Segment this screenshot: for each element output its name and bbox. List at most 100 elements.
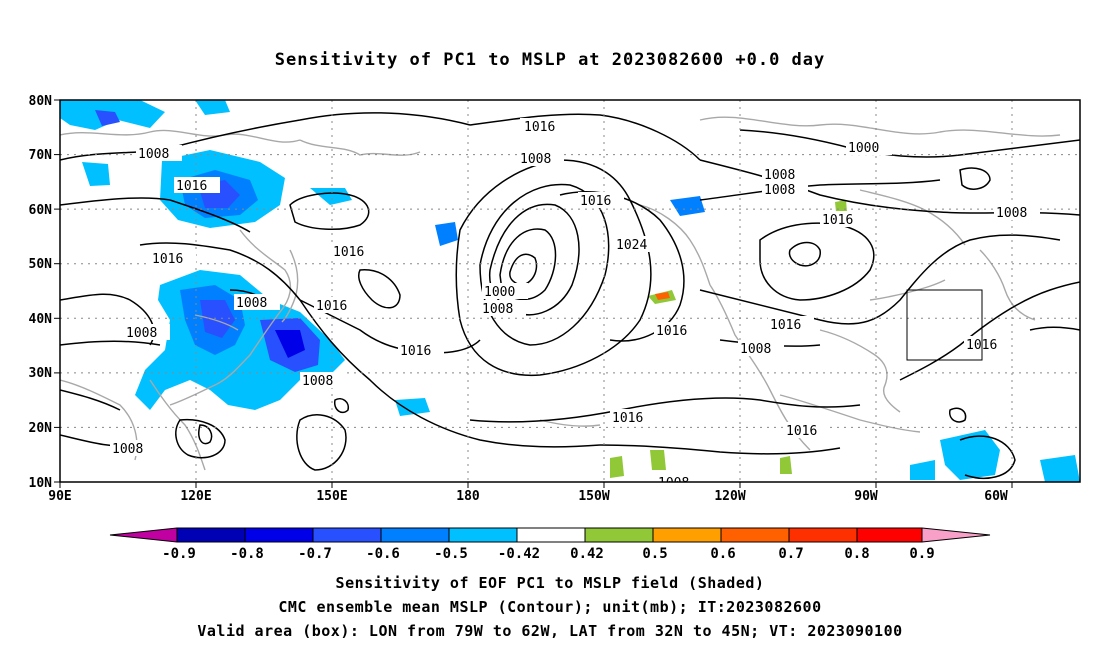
contour-label: 1008 bbox=[658, 476, 689, 491]
contour-label: 1016 bbox=[316, 299, 347, 314]
shade-blob bbox=[310, 188, 352, 205]
lon-label: 90E bbox=[48, 489, 71, 504]
lon-labels: 90E 120E 150E 180 150W 120W 90W 60W bbox=[48, 489, 1008, 504]
shade-blob bbox=[910, 460, 935, 480]
colorbar-segment bbox=[449, 528, 517, 542]
grid-lines bbox=[60, 100, 1080, 482]
caption-line-2: CMC ensemble mean MSLP (Contour); unit(m… bbox=[278, 598, 822, 616]
contour-label: 1000 bbox=[484, 285, 515, 300]
lat-label: 10N bbox=[29, 476, 53, 491]
shade-blob bbox=[650, 450, 666, 470]
shade-blob bbox=[1040, 455, 1080, 482]
valid-area-box bbox=[906, 289, 983, 361]
colorbar-segment bbox=[789, 528, 857, 542]
mslp-contours bbox=[60, 112, 1080, 479]
lat-label: 30N bbox=[29, 366, 53, 381]
map-content: 1016 1008 1016 1016 1016 1008 1008 1016 … bbox=[60, 100, 1080, 491]
colorbar-segment bbox=[110, 528, 177, 542]
contour-line bbox=[289, 192, 370, 231]
lat-label: 50N bbox=[29, 257, 53, 272]
contour-labels: 1016 1008 1016 1016 1016 1008 1008 1016 … bbox=[110, 118, 1040, 491]
contour-line bbox=[788, 241, 821, 267]
contour-line bbox=[899, 281, 1080, 381]
coastline bbox=[699, 116, 1061, 137]
contour-label: 1016 bbox=[612, 411, 643, 426]
shade-blob bbox=[395, 398, 430, 416]
shade-blob bbox=[82, 162, 110, 186]
contour-line bbox=[759, 222, 875, 301]
colorbar-label: -0.6 bbox=[366, 546, 400, 562]
contour-label: 1008 bbox=[138, 147, 169, 162]
coastline bbox=[979, 249, 1036, 321]
coastline bbox=[194, 314, 239, 331]
contour-label: 1016 bbox=[524, 120, 555, 135]
contour-label: 1008 bbox=[764, 168, 795, 183]
coastline bbox=[639, 204, 711, 286]
contour-line bbox=[699, 234, 1061, 325]
contour-line bbox=[175, 418, 226, 459]
contour-label: 1008 bbox=[764, 183, 795, 198]
colorbar-label: 0.42 bbox=[570, 546, 604, 562]
colorbar-label: 0.8 bbox=[844, 546, 869, 562]
contour-line bbox=[959, 435, 1016, 479]
contour-line bbox=[60, 389, 121, 411]
colorbar-label: -0.8 bbox=[230, 546, 264, 562]
contour-label: 1016 bbox=[333, 245, 364, 260]
caption-line-1: Sensitivity of EOF PC1 to MSLP field (Sh… bbox=[335, 574, 765, 592]
colorbar-label: 0.7 bbox=[778, 546, 803, 562]
contour-label: 1000 bbox=[848, 141, 879, 156]
lon-label: 90W bbox=[854, 489, 878, 504]
coastline bbox=[779, 394, 921, 433]
contour-label: 1008 bbox=[740, 342, 771, 357]
contour-line bbox=[60, 340, 161, 346]
colorbar-segment bbox=[177, 528, 245, 542]
shade-blob bbox=[95, 110, 120, 126]
lon-ticks bbox=[59, 482, 1013, 488]
lon-label: 60W bbox=[984, 489, 1008, 504]
contour-line bbox=[333, 398, 350, 414]
lon-label: 120E bbox=[180, 489, 211, 504]
contour-line bbox=[959, 167, 991, 190]
contour-line bbox=[469, 397, 861, 423]
lon-label: 150W bbox=[578, 489, 609, 504]
shade-blob bbox=[940, 430, 1000, 480]
colorbar-label: 0.6 bbox=[710, 546, 735, 562]
lat-label: 70N bbox=[29, 148, 53, 163]
shade-blob bbox=[655, 292, 670, 300]
coastline bbox=[869, 279, 946, 301]
contour-label: 1008 bbox=[126, 326, 157, 341]
colorbar-segment bbox=[381, 528, 449, 542]
contour-label: 1008 bbox=[302, 374, 333, 389]
shade-blob bbox=[610, 456, 624, 478]
contour-line bbox=[949, 407, 967, 423]
contour-label: 1008 bbox=[112, 442, 143, 457]
contour-line bbox=[479, 183, 610, 346]
contour-line bbox=[60, 197, 251, 233]
colorbar-labels: -0.9 -0.8 -0.7 -0.6 -0.5 -0.42 0.42 0.5 … bbox=[162, 546, 935, 562]
colorbar-label: -0.5 bbox=[434, 546, 468, 562]
contour-line bbox=[509, 253, 538, 286]
lat-labels: 80N 70N 60N 50N 40N 30N 20N 10N bbox=[29, 94, 53, 491]
colorbar: -0.9 -0.8 -0.7 -0.6 -0.5 -0.42 0.42 0.5 … bbox=[109, 527, 991, 562]
map-frame bbox=[59, 99, 1081, 483]
contour-label: 1016 bbox=[822, 213, 853, 228]
contour-line bbox=[139, 242, 601, 448]
contour-line bbox=[469, 113, 701, 161]
contour-label: 1024 bbox=[616, 238, 647, 253]
coastline bbox=[859, 189, 966, 246]
contour-label: 1008 bbox=[520, 152, 551, 167]
contour-line bbox=[358, 269, 401, 309]
contour-line bbox=[739, 129, 1080, 158]
lon-label: 150E bbox=[316, 489, 347, 504]
contour-label: 1016 bbox=[152, 252, 183, 267]
coastline bbox=[149, 379, 206, 471]
shade-blob bbox=[435, 222, 458, 246]
contour-label: 1016 bbox=[580, 194, 611, 209]
contour-label: 1008 bbox=[482, 302, 513, 317]
coastline bbox=[60, 129, 301, 143]
lon-label: 120W bbox=[714, 489, 745, 504]
colorbar-segment bbox=[517, 528, 585, 542]
caption-line-3: Valid area (box): LON from 79W to 62W, L… bbox=[197, 622, 903, 640]
coastline bbox=[709, 284, 811, 451]
